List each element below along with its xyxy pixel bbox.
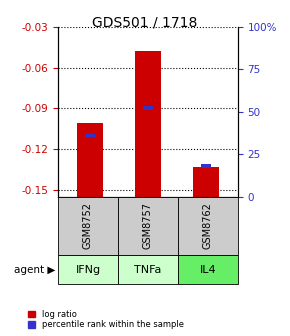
Text: GDS501 / 1718: GDS501 / 1718 xyxy=(92,15,198,29)
Bar xyxy=(201,164,211,168)
Bar xyxy=(85,134,95,137)
Bar xyxy=(143,107,153,110)
Text: GSM8752: GSM8752 xyxy=(83,203,93,249)
Text: IL4: IL4 xyxy=(200,265,216,275)
Text: GSM8757: GSM8757 xyxy=(143,203,153,249)
Text: GSM8762: GSM8762 xyxy=(203,203,213,249)
Text: TNFa: TNFa xyxy=(134,265,162,275)
Bar xyxy=(135,51,161,197)
Text: agent ▶: agent ▶ xyxy=(14,265,55,275)
Bar xyxy=(193,167,219,197)
Legend: log ratio, percentile rank within the sample: log ratio, percentile rank within the sa… xyxy=(27,309,184,330)
Text: IFNg: IFNg xyxy=(75,265,101,275)
Bar xyxy=(77,123,103,197)
